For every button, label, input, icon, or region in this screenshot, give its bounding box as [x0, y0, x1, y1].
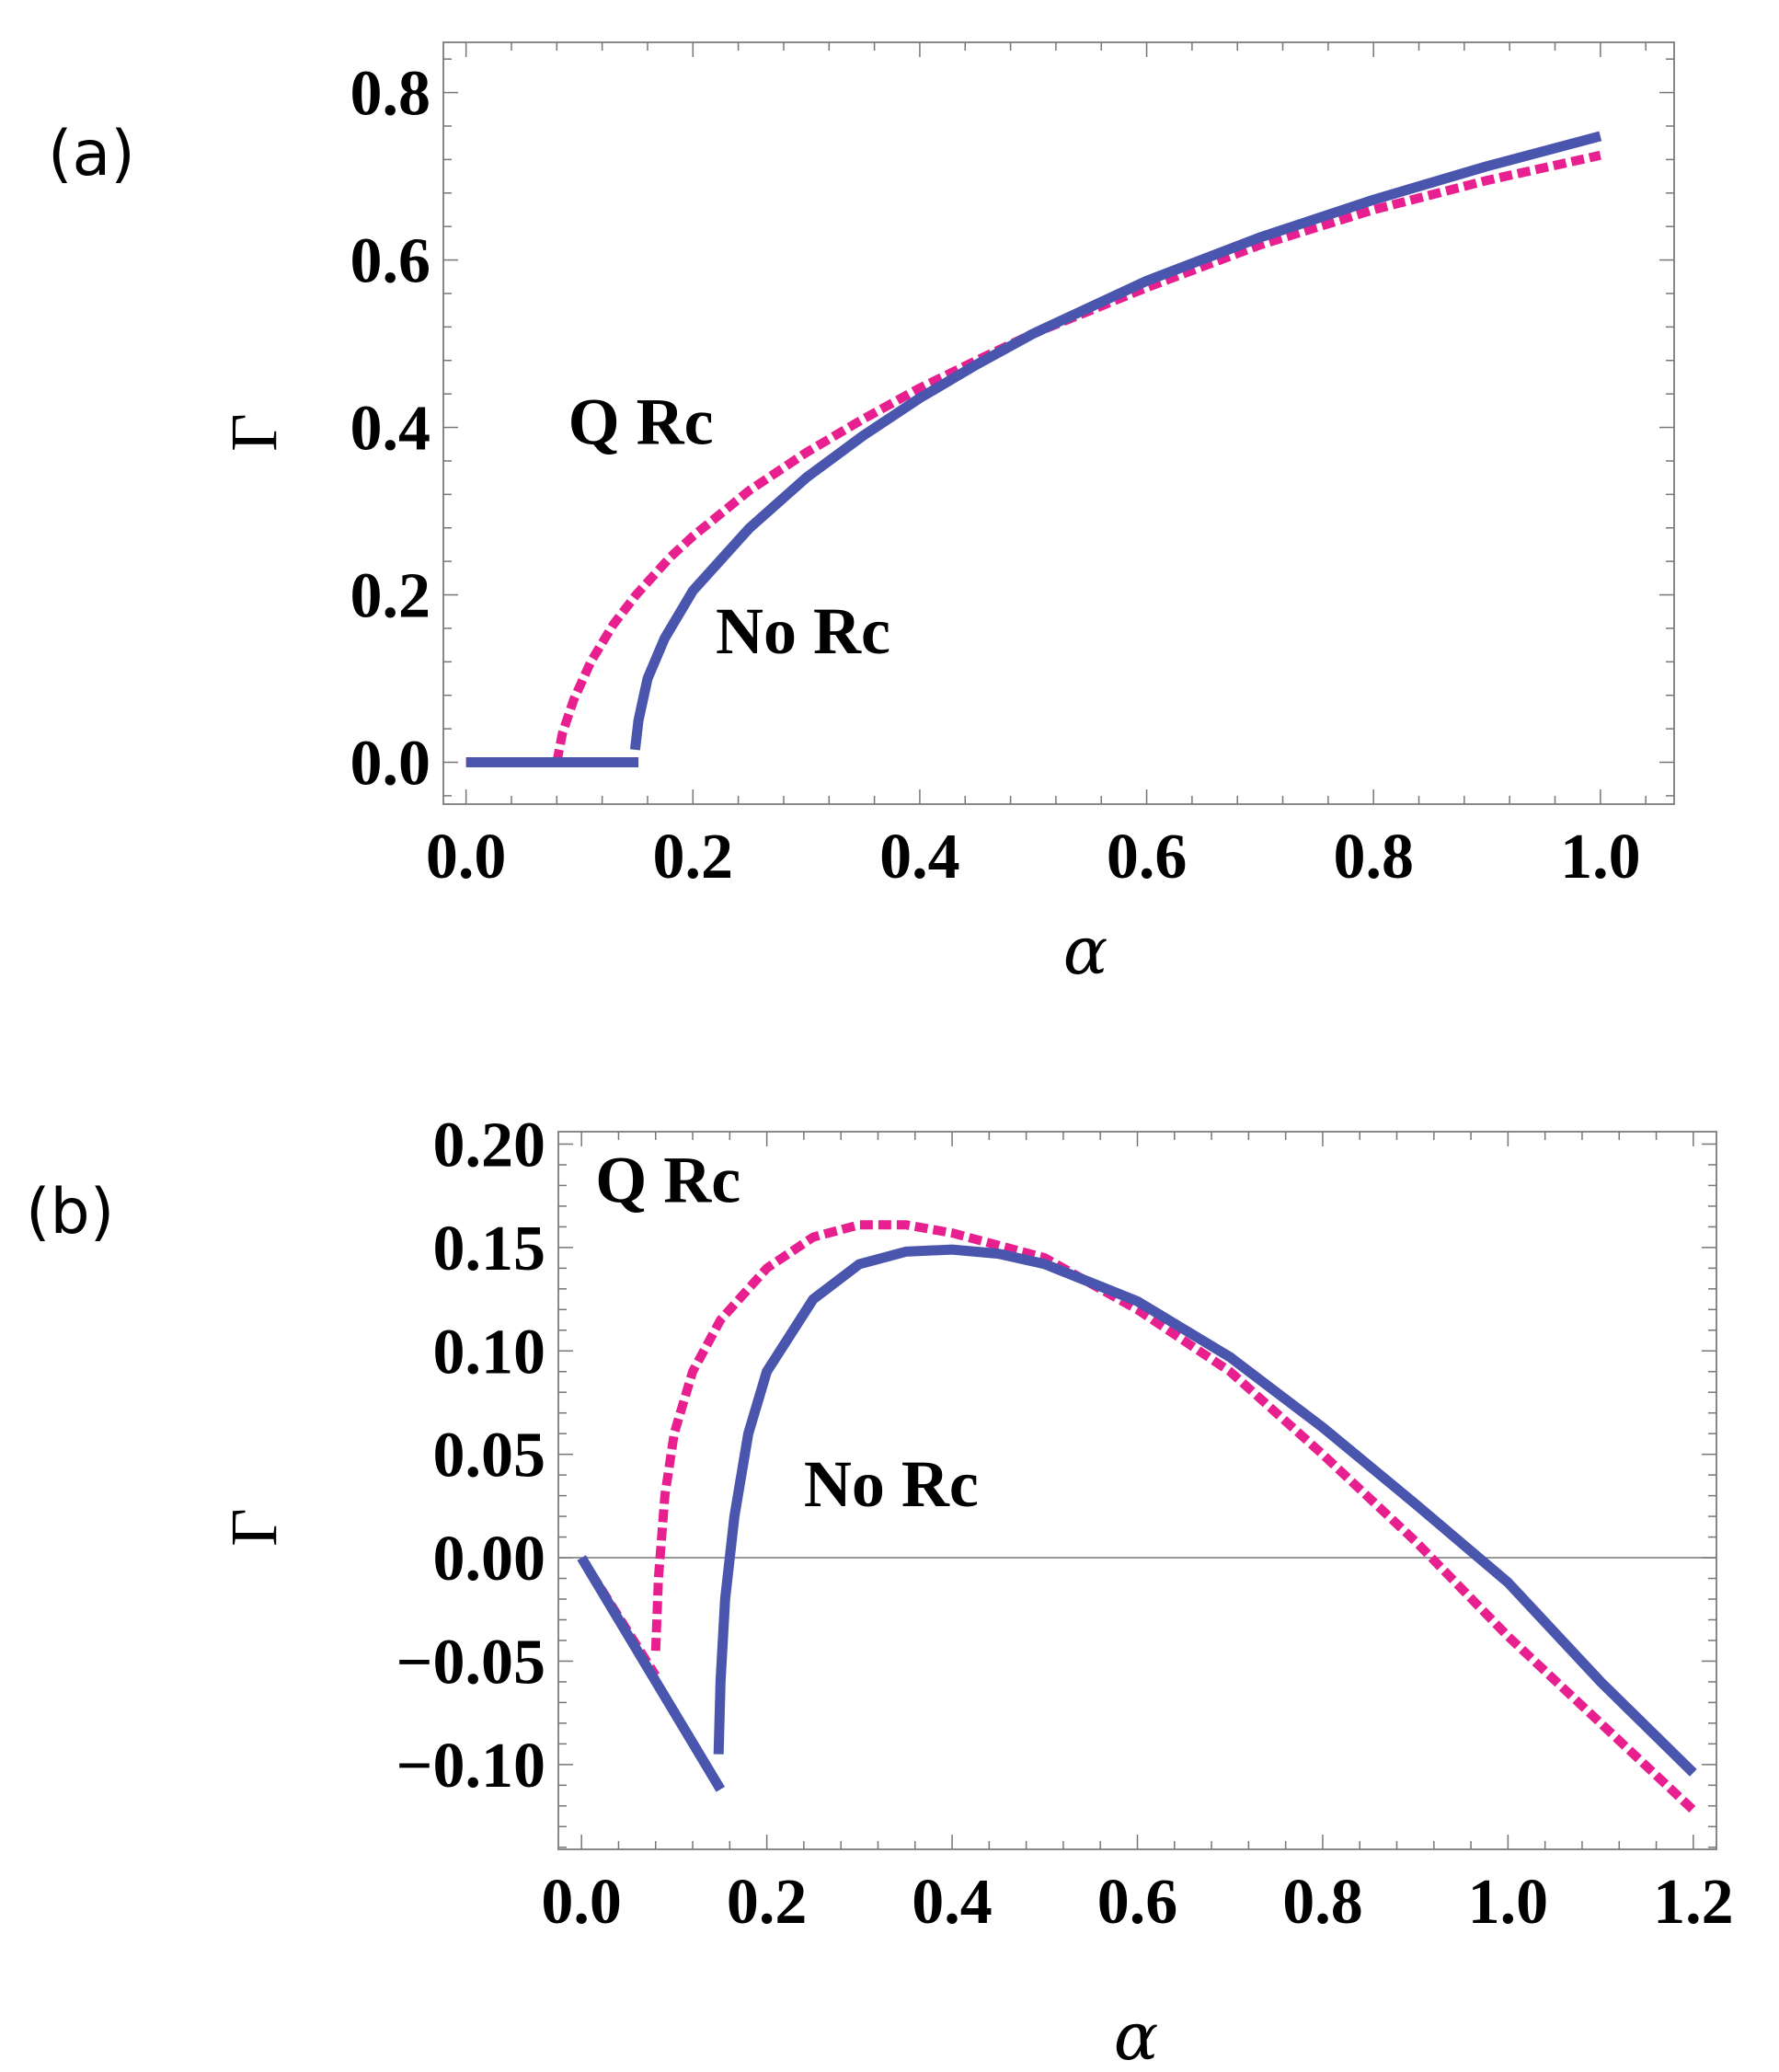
y-tick-label: 0.6: [350, 226, 431, 297]
y-tick-label: 0.8: [350, 59, 431, 130]
y-tick-label: 0.05: [433, 1421, 546, 1491]
x-tick-label: 0.8: [1282, 1867, 1363, 1938]
x-tick-label: 0.2: [727, 1867, 808, 1938]
no-rc-annotation: No Rc: [716, 594, 890, 668]
y-tick-label: 0.4: [350, 394, 431, 465]
y-axis-title: Γ: [217, 1508, 291, 1547]
q-rc-annotation: Q Rc: [595, 1143, 740, 1216]
q-rc-annotation: Q Rc: [568, 386, 714, 459]
no-rc-curve-segment-0: [577, 1555, 726, 1792]
x-tick-label: 0.0: [541, 1867, 622, 1938]
q-rc-curve-segment-1: [650, 1220, 1697, 1813]
y-tick-label: 0.2: [350, 561, 431, 632]
no-rc-annotation: No Rc: [804, 1447, 979, 1521]
y-axis-title: Γ: [217, 413, 291, 452]
panel-a: 0.0 0.2 0.4 0.6 0.8 1.0 0.0 0.2 0.4 0.6 0.8 α Γ (a) Q …: [48, 41, 1675, 989]
y-tick-label: 0.00: [433, 1524, 546, 1594]
x-axis-title: α: [1063, 912, 1108, 989]
x-tick-label: 0.4: [879, 822, 960, 892]
x-tick-label: 0.8: [1333, 822, 1414, 892]
plot-frame: [557, 1131, 1717, 1850]
y-tick-label: −0.05: [396, 1627, 545, 1698]
plot-frame: [442, 41, 1675, 805]
q-rc-curve-segment-1: [552, 150, 1601, 764]
x-axis-title: α: [1114, 1997, 1159, 2072]
y-tick-label: −0.10: [396, 1731, 545, 1801]
x-tick-label: 0.0: [426, 822, 507, 892]
y-tick-label: 0.10: [433, 1317, 546, 1387]
x-tick-label: 0.2: [653, 822, 734, 892]
x-tick-label: 1.2: [1653, 1867, 1734, 1938]
no-rc-curve-segment-1: [629, 131, 1602, 751]
x-tick-label: 0.6: [1097, 1867, 1178, 1938]
panel-b: 0.0 0.2 0.4 0.6 0.8 1.0 1.2 −0.10 −0.05 0.00 0.05 0…: [26, 1110, 1734, 2072]
panel-label: (a): [48, 118, 135, 190]
x-tick-label: 1.0: [1468, 1867, 1549, 1938]
panel-label: (b): [26, 1176, 114, 1249]
y-tick-label: 0.20: [433, 1110, 546, 1180]
x-tick-label: 1.0: [1560, 822, 1641, 892]
x-tick-label: 0.4: [912, 1867, 993, 1938]
y-tick-label: 0.15: [433, 1214, 546, 1284]
y-tick-label: 0.0: [350, 729, 431, 800]
no-rc-curve-segment-1: [713, 1244, 1697, 1777]
x-tick-label: 0.6: [1107, 822, 1188, 892]
